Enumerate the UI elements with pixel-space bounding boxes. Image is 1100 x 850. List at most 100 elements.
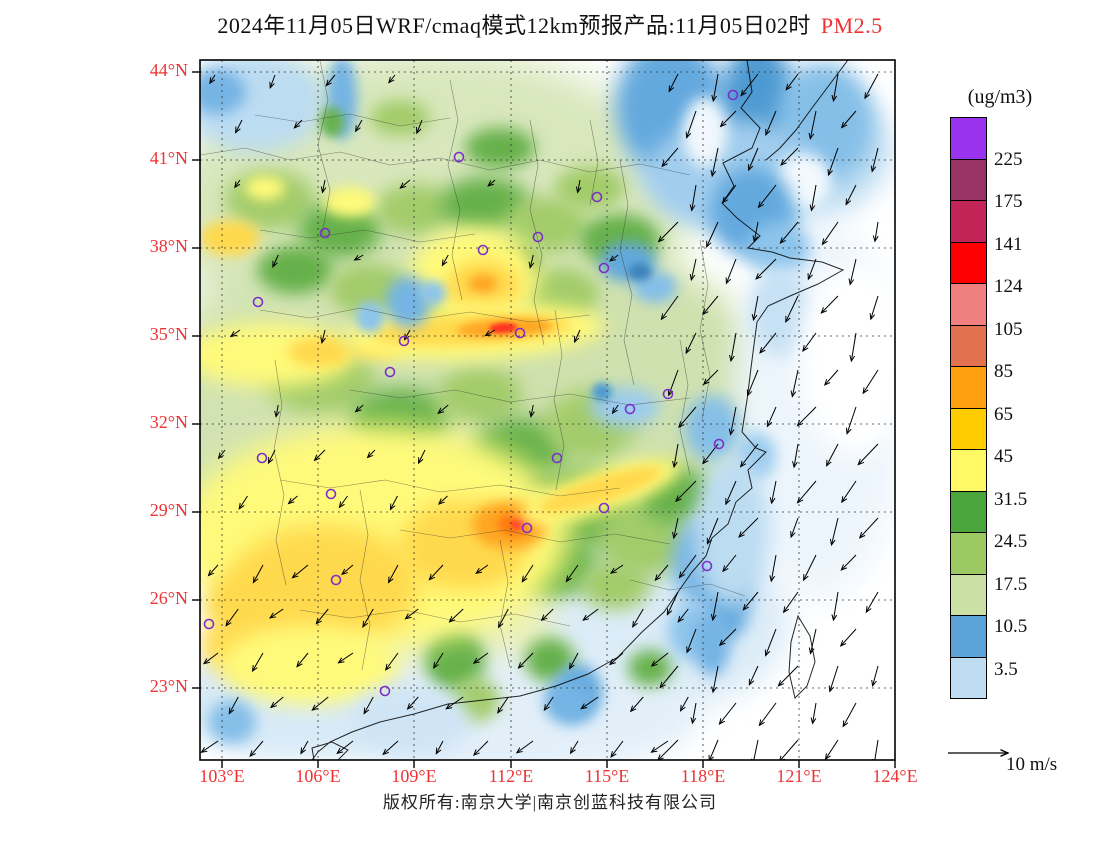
boundary-line <box>499 539 511 668</box>
boundary-line <box>619 159 635 386</box>
legend-swatch <box>950 200 987 243</box>
wind-arrow <box>759 184 777 207</box>
wind-arrow <box>866 591 879 612</box>
wind-arrow <box>681 696 689 711</box>
pm25-blob <box>245 176 285 200</box>
wind-arrow <box>873 665 879 686</box>
wind-arrow <box>726 258 737 283</box>
wind-arrow <box>847 406 857 434</box>
wind-ref-label: 10 m/s <box>1006 754 1058 775</box>
wind-arrow <box>235 179 241 187</box>
wind-arrow <box>850 258 857 284</box>
wind-arrow <box>865 73 879 98</box>
wind-arrow <box>739 517 759 537</box>
legend-swatch <box>950 283 987 326</box>
wind-arrow <box>792 369 799 397</box>
legend-swatch <box>950 490 987 533</box>
pm25-blob <box>800 265 895 455</box>
station-marker <box>477 244 489 256</box>
wind-arrow <box>610 254 619 261</box>
wind-arrow <box>408 696 419 709</box>
wind-arrow <box>794 443 799 467</box>
wind-arrow <box>474 652 489 663</box>
wind-arrow <box>713 73 719 101</box>
wind-arrow <box>476 564 489 573</box>
copyright-text: 版权所有:南京大学|南京创蓝科技有限公司 <box>382 793 718 812</box>
wind-arrow <box>871 295 879 319</box>
wind-arrow <box>474 740 489 755</box>
wind-arrow <box>791 517 799 537</box>
pm25-blob <box>208 700 256 744</box>
wind-arrow <box>363 608 374 627</box>
title-pollutant: PM2.5 <box>820 13 883 38</box>
pm25-blob <box>288 337 352 367</box>
pm25-blob <box>375 184 455 236</box>
wind-arrow <box>831 517 839 545</box>
boundary-line <box>259 229 476 243</box>
wind-arrow <box>843 702 857 726</box>
wind-arrow <box>658 739 679 760</box>
pm25-blob <box>628 263 652 281</box>
wind-arrow <box>356 119 363 131</box>
boundary-line <box>279 479 621 497</box>
wind-arrow <box>713 591 719 620</box>
pm25-blob <box>544 680 592 724</box>
wind-arrow <box>786 295 799 322</box>
wind-arrow <box>812 184 817 210</box>
wind-arrow <box>772 480 777 503</box>
wind-arrow <box>322 329 325 343</box>
wind-arrow <box>355 254 364 260</box>
pm25-blob <box>324 187 376 217</box>
boundary-line <box>589 119 599 206</box>
station-marker <box>453 151 465 163</box>
wind-arrow <box>270 608 284 618</box>
wind-arrow <box>833 591 839 620</box>
wind-arrow <box>687 110 697 138</box>
wind-arrow <box>766 110 777 135</box>
wind-arrow <box>531 404 533 417</box>
wind-arrow <box>436 740 444 754</box>
wind-arrow <box>326 74 336 86</box>
coast-line <box>311 741 349 760</box>
station-marker <box>551 452 563 464</box>
pm25-blob <box>778 687 895 760</box>
wind-arrow <box>270 74 276 88</box>
wind-arrow <box>779 739 799 760</box>
map-frame <box>199 59 896 761</box>
wind-arrow <box>389 564 399 583</box>
wind-arrow <box>293 564 309 578</box>
wind-arrow <box>231 329 241 337</box>
pm25-blob <box>538 466 662 514</box>
coast-line <box>788 614 816 699</box>
wind-arrow <box>811 628 817 654</box>
wind-arrow <box>651 740 669 752</box>
pm25-blob <box>438 367 522 423</box>
legend-value: 31.5 <box>994 488 1028 510</box>
legend-value: 10.5 <box>994 616 1028 637</box>
pm25-blob <box>386 276 430 328</box>
station-marker <box>532 231 544 243</box>
legend-value: 105 <box>994 318 1023 340</box>
wind-arrow <box>544 696 554 710</box>
wind-arrow <box>858 443 879 465</box>
legend-swatch <box>950 366 987 409</box>
station-marker <box>319 227 331 239</box>
wind-arrow <box>712 147 719 176</box>
wind-arrow <box>268 449 276 463</box>
wind-arrow <box>442 254 449 265</box>
lon-label: 118°E <box>680 766 726 786</box>
pm25-blob <box>200 220 260 256</box>
legend-swatch <box>950 615 987 658</box>
wind-arrow <box>754 295 759 320</box>
wind-arrow <box>449 608 464 622</box>
legend-value: 85 <box>994 361 1013 382</box>
boundary-line <box>299 609 571 627</box>
pm25-blob <box>503 197 587 253</box>
wind-arrow <box>446 696 464 709</box>
legend-value: 45 <box>994 446 1013 467</box>
station-marker <box>521 522 533 534</box>
pm25-blob <box>750 267 810 357</box>
station-marker <box>701 560 713 572</box>
wind-arrow <box>719 702 737 724</box>
lat-label: 23°N <box>149 676 188 696</box>
